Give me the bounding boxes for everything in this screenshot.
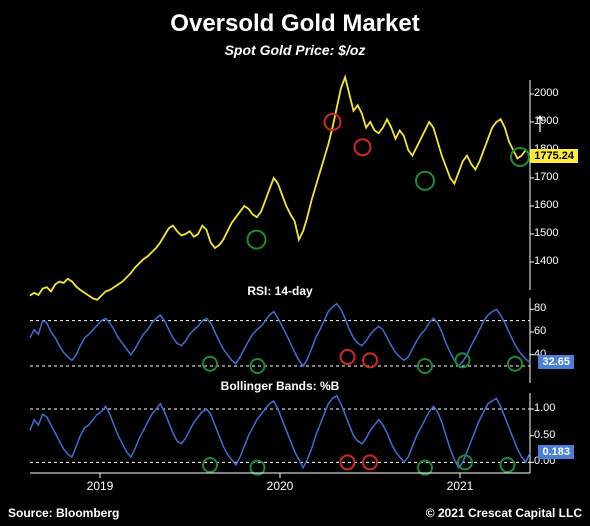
oversold-marker (456, 353, 470, 367)
bollinger-panel: 0.000.501.000.183Bollinger Bands: %B2019… (30, 393, 530, 473)
chart-subtitle: Spot Gold Price: $/oz (0, 38, 590, 58)
oversold-marker (248, 231, 266, 249)
price-panel: 14001500160017001800190020001775.24↑ (30, 80, 530, 290)
up-arrow-icon: ↑ (533, 106, 547, 138)
y-tick-label: 0.50 (534, 429, 570, 441)
oversold-marker (501, 458, 515, 472)
y-tick-label: 1400 (534, 255, 570, 267)
x-tick-label: 2020 (267, 479, 294, 493)
rsi-panel: 40608032.65RSI: 14-day (30, 298, 530, 383)
x-tick-label: 2019 (87, 479, 114, 493)
y-tick-label: 60 (534, 325, 570, 337)
chart-title: Oversold Gold Market (0, 0, 590, 38)
x-tick-label: 2021 (447, 479, 474, 493)
oversold-marker (416, 172, 434, 190)
y-tick-label: 80 (534, 302, 570, 314)
panel-label: RSI: 14-day (247, 284, 312, 298)
y-tick-label: 2000 (534, 87, 570, 99)
copyright-label: © 2021 Crescat Capital LLC (426, 506, 582, 520)
oversold-marker (508, 357, 522, 371)
overbought-marker (363, 353, 377, 367)
overbought-marker (341, 350, 355, 364)
panel-label: Bollinger Bands: %B (221, 379, 340, 393)
y-tick-label: 1600 (534, 199, 570, 211)
current-price-box: 1775.24 (530, 149, 578, 163)
oversold-marker (203, 357, 217, 371)
y-tick-label: 1700 (534, 171, 570, 183)
y-tick-label: 1500 (534, 227, 570, 239)
source-label: Source: Bloomberg (8, 506, 119, 520)
chart-area: 14001500160017001800190020001775.24↑ 406… (30, 80, 530, 490)
oversold-marker (203, 458, 217, 472)
current-bb-box: 0.183 (538, 445, 574, 459)
overbought-marker (355, 139, 371, 155)
current-rsi-box: 32.65 (538, 355, 574, 369)
y-tick-label: 1.00 (534, 402, 570, 414)
